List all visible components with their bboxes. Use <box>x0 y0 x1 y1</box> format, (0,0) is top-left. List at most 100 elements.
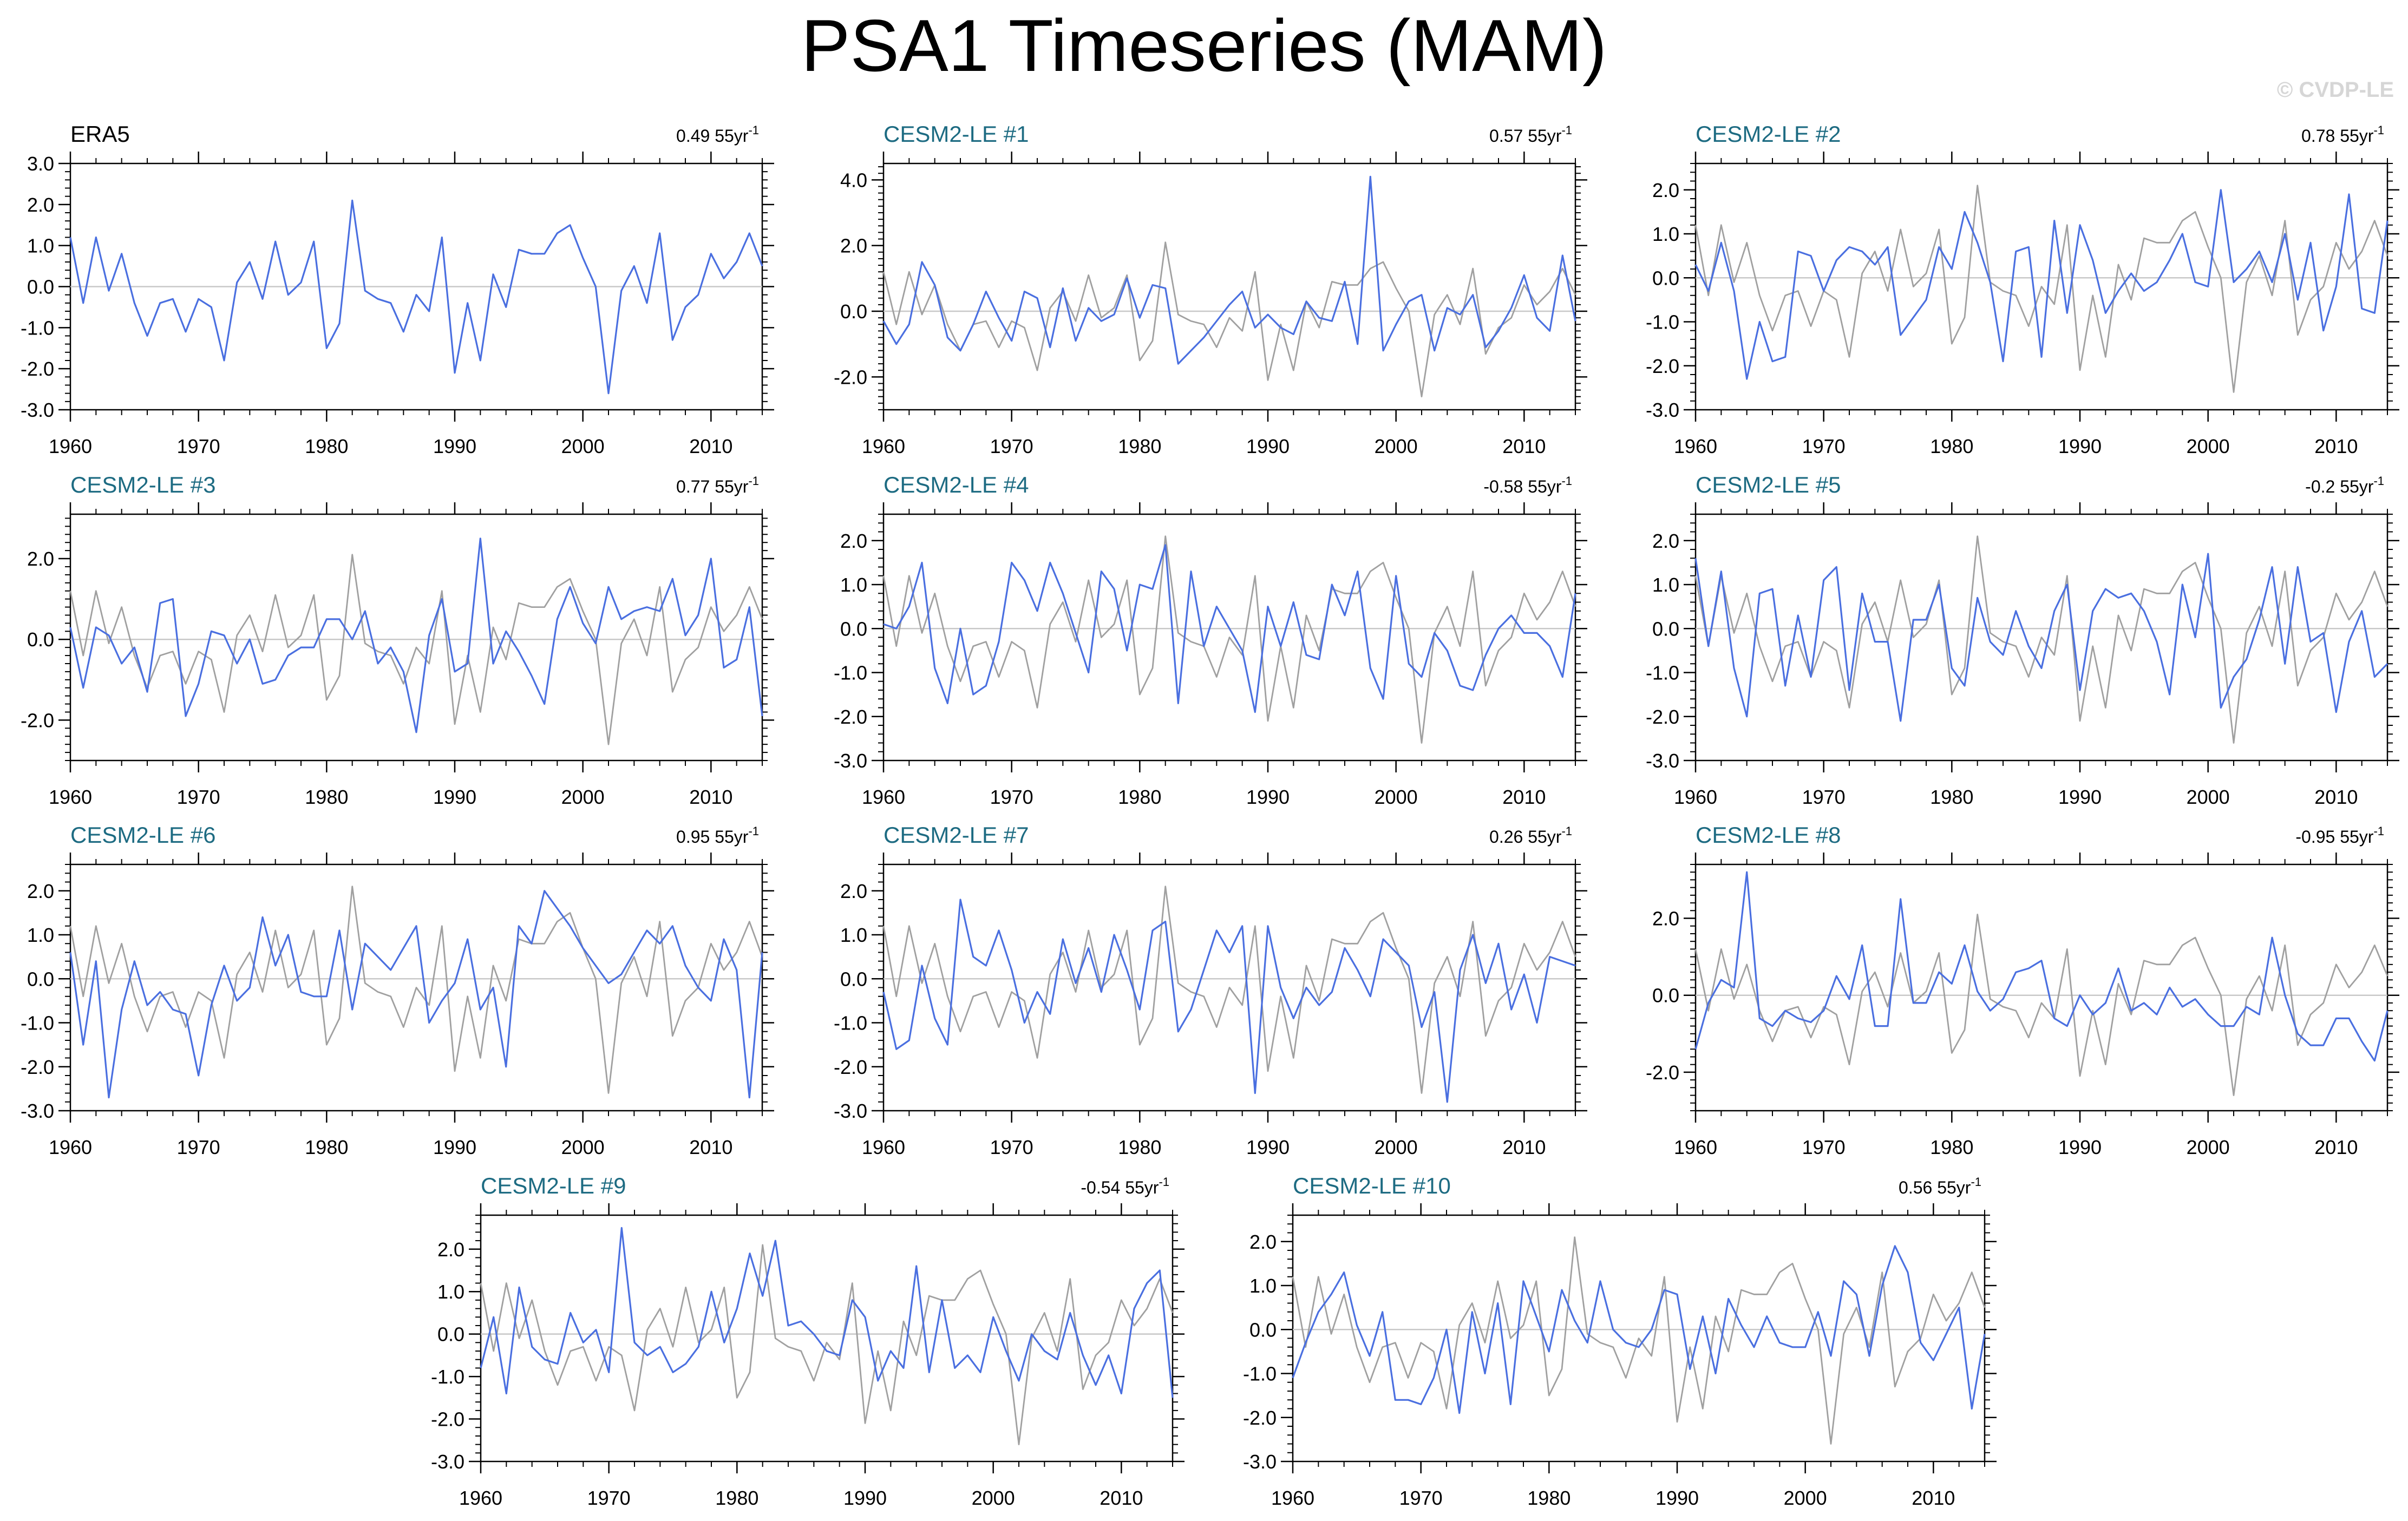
y-tick-label: -2.0 <box>1646 1061 1679 1084</box>
member-series-line <box>1694 189 2389 380</box>
x-tick-label: 2000 <box>561 786 605 808</box>
y-tick-label: -2.0 <box>21 358 54 380</box>
trend-value: -0.54 55yr <box>1081 1178 1159 1197</box>
member-series-line <box>1694 553 2389 722</box>
panel-2: 1960 1970 1980 1990 2000 2010 -2.0 0.0 2.0 4.0 CES… <box>834 121 1587 457</box>
x-tick-label: 1990 <box>433 786 476 808</box>
watermark: © CVDP-LE <box>2276 78 2394 102</box>
y-tick-label: -2.0 <box>834 706 867 728</box>
trend-value: -0.58 55yr <box>1483 477 1561 496</box>
x-tick-label: 1990 <box>1246 435 1290 457</box>
x-tick-label: 1970 <box>990 1136 1033 1158</box>
x-tick-label: 1980 <box>305 435 348 457</box>
x-tick-label: 2010 <box>689 786 732 808</box>
x-tick-label: 1960 <box>1674 1136 1717 1158</box>
trend-exponent: -1 <box>1561 474 1572 488</box>
obs-series-line <box>1694 535 2389 744</box>
panel-label: ERA5 <box>70 121 130 147</box>
panel-9: 1960 1970 1980 1990 2000 2010 -2.0 0.0 2.0 CESM2-… <box>1646 822 2399 1158</box>
x-tick-label: 2010 <box>1912 1487 1955 1509</box>
x-tick-label: 1980 <box>1930 1136 1973 1158</box>
x-tick-label: 2010 <box>2314 1136 2358 1158</box>
y-tick-label: 0.0 <box>1652 267 1679 289</box>
x-tick-label: 1990 <box>433 435 476 457</box>
obs-series-line <box>69 554 763 745</box>
plot-frame <box>882 162 1576 411</box>
x-tick-label: 2000 <box>1375 786 1418 808</box>
x-tick-label: 2010 <box>689 1136 732 1158</box>
x-tick-label: 2000 <box>561 1136 605 1158</box>
plot-frame <box>69 513 763 762</box>
x-tick-label: 1990 <box>1246 786 1290 808</box>
x-tick-label: 1990 <box>843 1487 887 1509</box>
y-tick-label: -2.0 <box>1646 355 1679 377</box>
panel-label: CESM2-LE #3 <box>70 472 215 497</box>
y-tick-label: 2.0 <box>27 880 54 902</box>
y-tick-label: -2.0 <box>834 366 867 388</box>
y-tick-label: 0.0 <box>27 968 54 990</box>
trend-exponent: -1 <box>2373 123 2384 137</box>
trend-value: -0.2 55yr <box>2305 477 2374 496</box>
trend-exponent: -1 <box>748 123 759 137</box>
y-tick-label: 3.0 <box>27 153 54 175</box>
y-tick-label: 2.0 <box>27 194 54 216</box>
member-series-line <box>882 175 1576 365</box>
y-tick-label: -2.0 <box>431 1408 464 1431</box>
y-tick-label: -1.0 <box>1243 1363 1277 1385</box>
x-tick-label: 2000 <box>1375 1136 1418 1158</box>
member-series-line <box>1292 1245 1986 1414</box>
panel-6: 1960 1970 1980 1990 2000 2010 -3.0 -2.0 -1.0 0.0 1… <box>1646 472 2399 808</box>
y-tick-label: 2.0 <box>437 1238 464 1261</box>
trend-exponent: -1 <box>748 474 759 488</box>
y-tick-label: -3.0 <box>1646 750 1679 772</box>
x-tick-label: 1990 <box>1246 1136 1290 1158</box>
x-tick-label: 1960 <box>862 786 905 808</box>
y-tick-label: -1.0 <box>834 1012 867 1034</box>
y-tick-label: 2.0 <box>27 548 54 570</box>
trend-label: -0.54 55yr-1 <box>1081 1175 1169 1197</box>
panel-8: 1960 1970 1980 1990 2000 2010 -3.0 -2.0 -1.0 0.0 1… <box>834 822 1587 1158</box>
figure-title: PSA1 Timeseries (MAM) <box>801 4 1607 87</box>
trend-value: 0.56 55yr <box>1899 1178 1971 1197</box>
trend-label: 0.95 55yr-1 <box>676 824 759 847</box>
x-tick-label: 2010 <box>1502 435 1546 457</box>
y-tick-label: 2.0 <box>1249 1231 1277 1253</box>
panel-label: CESM2-LE #5 <box>1696 472 1841 497</box>
y-tick-label: 4.0 <box>840 169 867 191</box>
x-tick-label: 1980 <box>305 786 348 808</box>
x-tick-label: 1990 <box>2058 786 2102 808</box>
panel-7: 1960 1970 1980 1990 2000 2010 -3.0 -2.0 -1.0 0.0 1… <box>21 822 774 1158</box>
panel-label: CESM2-LE #9 <box>481 1173 626 1198</box>
x-tick-label: 2000 <box>1375 435 1418 457</box>
trend-exponent: -1 <box>1561 824 1572 838</box>
x-tick-label: 1980 <box>715 1487 758 1509</box>
y-tick-label: 2.0 <box>1652 908 1679 930</box>
x-tick-label: 2000 <box>2187 786 2230 808</box>
x-tick-label: 1990 <box>2058 1136 2102 1158</box>
y-tick-label: 0.0 <box>1652 985 1679 1007</box>
x-tick-label: 1970 <box>1399 1487 1443 1509</box>
y-tick-label: -3.0 <box>834 1100 867 1122</box>
x-tick-label: 2010 <box>2314 435 2358 457</box>
x-tick-label: 1960 <box>49 435 92 457</box>
x-tick-label: 2000 <box>972 1487 1015 1509</box>
x-tick-label: 2000 <box>2187 1136 2230 1158</box>
x-tick-label: 1960 <box>862 1136 905 1158</box>
trend-label: -0.58 55yr-1 <box>1483 474 1572 496</box>
x-tick-label: 1970 <box>990 786 1033 808</box>
y-tick-label: -3.0 <box>21 1100 54 1122</box>
panel-11: 1960 1970 1980 1990 2000 2010 -3.0 -2.0 -1.0 0.0 1… <box>1243 1173 1997 1509</box>
obs-series-line <box>882 535 1576 744</box>
y-tick-label: 1.0 <box>1652 574 1679 596</box>
y-tick-label: -1.0 <box>1646 662 1679 684</box>
trend-exponent: -1 <box>2373 824 2384 838</box>
y-tick-label: -2.0 <box>21 1056 54 1078</box>
y-tick-label: 0.0 <box>840 300 867 323</box>
x-tick-label: 1980 <box>1118 1136 1161 1158</box>
y-tick-label: 2.0 <box>1652 530 1679 552</box>
y-tick-label: -1.0 <box>1646 311 1679 333</box>
x-tick-label: 2010 <box>1502 786 1546 808</box>
x-tick-label: 1990 <box>2058 435 2102 457</box>
y-tick-label: 1.0 <box>1652 223 1679 245</box>
